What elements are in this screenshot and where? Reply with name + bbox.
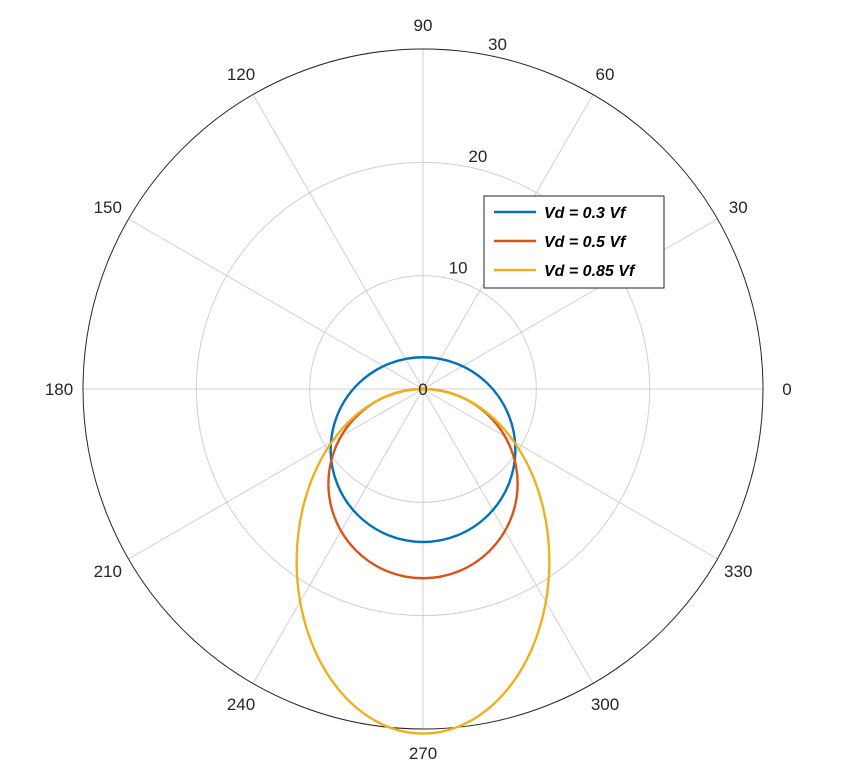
angle-tick-label: 0 (782, 380, 791, 399)
angle-tick-label: 210 (94, 562, 122, 581)
spoke-240 (252, 388, 424, 684)
spoke-150 (128, 218, 424, 390)
radial-tick-label: 10 (449, 258, 468, 277)
series-group (295, 356, 551, 735)
angle-tick-label: 270 (409, 744, 437, 763)
legend[interactable]: Vd = 0.3 Vf Vd = 0.5 Vf Vd = 0.85 Vf (483, 195, 665, 289)
angle-tick-label: 90 (414, 16, 433, 35)
polar-grid (82, 48, 764, 730)
angle-tick-label: 150 (94, 198, 122, 217)
grid-ring-20 (195, 161, 651, 617)
radial-tick-label: 30 (488, 35, 507, 54)
radial-tick-label: 20 (468, 147, 487, 166)
spoke-210 (128, 388, 424, 560)
angle-tick-label: 180 (45, 380, 73, 399)
outer-ring (82, 48, 764, 730)
spoke-30 (422, 218, 718, 390)
spoke-330 (422, 388, 718, 560)
legend-entry-label: Vd = 0.5 Vf (544, 234, 627, 251)
tick-labels: 0 30 60 90 120 150 180 210 240 270 300 330 0 10 20 30 (45, 16, 792, 763)
legend-entry-label: Vd = 0.85 Vf (544, 263, 636, 280)
series-line-1 (329, 356, 517, 544)
legend-entry-label: Vd = 0.3 Vf (544, 205, 627, 222)
spoke-120 (252, 94, 424, 390)
angle-tick-label: 120 (227, 65, 255, 84)
angle-tick-label: 60 (596, 65, 615, 84)
angle-tick-label: 30 (729, 198, 748, 217)
radial-tick-label: 0 (418, 380, 427, 399)
series-line-3 (295, 387, 551, 735)
spoke-300 (422, 388, 594, 684)
angle-tick-label: 330 (724, 562, 752, 581)
angle-tick-label: 240 (227, 695, 255, 714)
grid-ring-10 (309, 275, 537, 503)
angle-tick-label: 300 (591, 695, 619, 714)
